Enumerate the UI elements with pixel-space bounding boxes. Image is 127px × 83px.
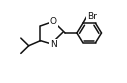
Text: N: N	[50, 40, 57, 49]
Text: Br: Br	[87, 12, 97, 21]
Text: O: O	[50, 17, 57, 26]
